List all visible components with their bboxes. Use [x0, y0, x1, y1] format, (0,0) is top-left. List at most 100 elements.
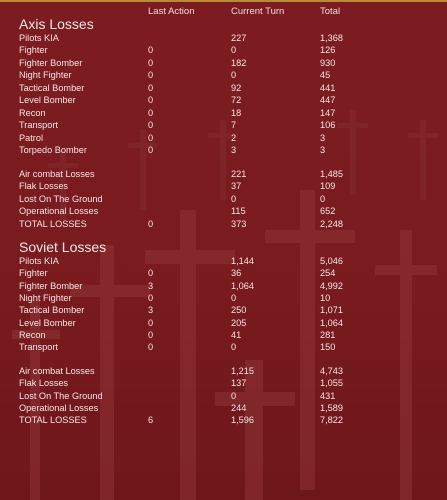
last-action-value: 0 — [148, 268, 154, 279]
soviet-rows-row: Pilots KIA 1,144 5,046 — [0, 255, 447, 267]
axis-losses-title: Axis Losses — [19, 16, 94, 32]
row-label: Air combat Losses — [19, 169, 95, 179]
last-action-value: 3 — [148, 305, 154, 316]
row-label: Fighter — [19, 268, 48, 279]
total-value: 0 — [320, 193, 326, 204]
current-turn-value: 182 — [231, 57, 247, 68]
axis-rows-row: Recon 0 18 147 — [0, 107, 447, 119]
total-value: 3 — [320, 145, 326, 156]
current-turn-value: 227 — [231, 33, 247, 43]
current-turn-value: 1,596 — [231, 415, 254, 426]
soviet-rows-row: Recon 0 41 281 — [0, 329, 447, 341]
last-action-value: 3 — [148, 280, 154, 291]
last-action-value: 0 — [148, 317, 154, 328]
last-action-value: 0 — [148, 132, 154, 143]
last-action-value: 0 — [148, 82, 154, 93]
current-turn-value: 0 — [231, 293, 237, 304]
current-turn-value: 1,064 — [231, 280, 254, 291]
total-value: 281 — [320, 330, 336, 341]
row-label: Pilots KIA — [19, 33, 59, 43]
axis-rows-row: Fighter 0 0 126 — [0, 44, 447, 56]
last-action-value: 0 — [148, 57, 154, 68]
total-value: 10 — [320, 293, 331, 304]
row-label: Fighter Bomber — [19, 57, 83, 68]
column-header-current-turn: Current Turn — [231, 6, 285, 17]
current-turn-value: 72 — [231, 95, 242, 106]
axis-rows-row: Transport 0 7 106 — [0, 119, 447, 131]
current-turn-value: 0 — [231, 193, 237, 204]
soviet-summary-row: TOTAL LOSSES 6 1,596 7,822 — [0, 414, 447, 426]
row-label: Night Fighter — [19, 293, 72, 304]
total-value: 1,485 — [320, 169, 343, 179]
axis-rows-row: Level Bomber 0 72 447 — [0, 94, 447, 106]
soviet-rows-row: Fighter Bomber 3 1,064 4,992 — [0, 280, 447, 292]
row-label: Pilots KIA — [19, 256, 59, 266]
total-value: 3 — [320, 132, 326, 143]
total-value: 1,368 — [320, 33, 343, 43]
row-label: Level Bomber — [19, 317, 76, 328]
current-turn-value: 3 — [231, 145, 237, 156]
current-turn-value: 0 — [231, 390, 237, 401]
soviet-summary-row: Operational Losses 244 1,589 — [0, 402, 447, 414]
axis-rows-row: Torpedo Bomber 0 3 3 — [0, 144, 447, 156]
row-label: Transport — [19, 120, 58, 131]
row-label: Night Fighter — [19, 70, 72, 81]
last-action-value: 6 — [148, 415, 154, 426]
soviet-rows-row: Level Bomber 0 205 1,064 — [0, 317, 447, 329]
row-label: Air combat Losses — [19, 366, 95, 376]
row-label: Tactical Bomber — [19, 82, 85, 93]
row-label: Level Bomber — [19, 95, 76, 106]
current-turn-value: 221 — [231, 169, 247, 179]
axis-summary-row: Lost On The Ground 0 0 — [0, 193, 447, 205]
current-turn-value: 205 — [231, 317, 247, 328]
current-turn-value: 244 — [231, 403, 247, 414]
total-value: 1,589 — [320, 403, 343, 414]
last-action-value: 0 — [148, 107, 154, 118]
last-action-value: 0 — [148, 70, 154, 81]
axis-summary-row: TOTAL LOSSES 0 373 2,248 — [0, 218, 447, 230]
total-value: 1,064 — [320, 317, 343, 328]
soviet-summary-row: Lost On The Ground 0 431 — [0, 390, 447, 402]
current-turn-value: 37 — [231, 181, 242, 192]
row-label: Lost On The Ground — [19, 390, 103, 401]
current-turn-value: 373 — [231, 218, 247, 229]
total-value: 652 — [320, 206, 336, 217]
row-label: Fighter — [19, 45, 48, 56]
last-action-value: 0 — [148, 218, 154, 229]
axis-rows-row: Night Fighter 0 0 45 — [0, 69, 447, 81]
row-label: Recon — [19, 330, 46, 341]
row-label: Flak Losses — [19, 181, 69, 192]
total-value: 254 — [320, 268, 336, 279]
soviet-rows-row: Tactical Bomber 3 250 1,071 — [0, 304, 447, 316]
row-label: TOTAL LOSSES — [19, 415, 87, 426]
total-value: 45 — [320, 70, 331, 81]
axis-rows-row: Patrol 0 2 3 — [0, 132, 447, 144]
row-label: Fighter Bomber — [19, 280, 83, 291]
row-label: TOTAL LOSSES — [19, 218, 87, 229]
row-label: Operational Losses — [19, 403, 99, 414]
axis-rows-row: Pilots KIA 227 1,368 — [0, 32, 447, 44]
axis-summary-row: Air combat Losses 221 1,485 — [0, 168, 447, 180]
row-label: Lost On The Ground — [19, 193, 103, 204]
soviet-losses-title: Soviet Losses — [19, 239, 107, 255]
soviet-rows-row: Transport 0 0 150 — [0, 341, 447, 353]
row-label: Patrol — [19, 132, 44, 143]
total-value: 126 — [320, 45, 336, 56]
soviet-rows-row: Fighter 0 36 254 — [0, 267, 447, 279]
axis-rows-row: Fighter Bomber 0 182 930 — [0, 57, 447, 69]
last-action-value: 0 — [148, 95, 154, 106]
current-turn-value: 2 — [231, 132, 237, 143]
total-value: 150 — [320, 342, 336, 353]
current-turn-value: 115 — [231, 206, 246, 217]
last-action-value: 0 — [148, 342, 154, 353]
current-turn-value: 7 — [231, 120, 237, 131]
current-turn-value: 0 — [231, 45, 237, 56]
column-header-last-action: Last Action — [148, 6, 195, 17]
total-value: 109 — [320, 181, 336, 192]
soviet-rows-row: Night Fighter 0 0 10 — [0, 292, 447, 304]
total-value: 1,071 — [320, 305, 343, 316]
last-action-value: 0 — [148, 45, 154, 56]
total-value: 930 — [320, 57, 336, 68]
